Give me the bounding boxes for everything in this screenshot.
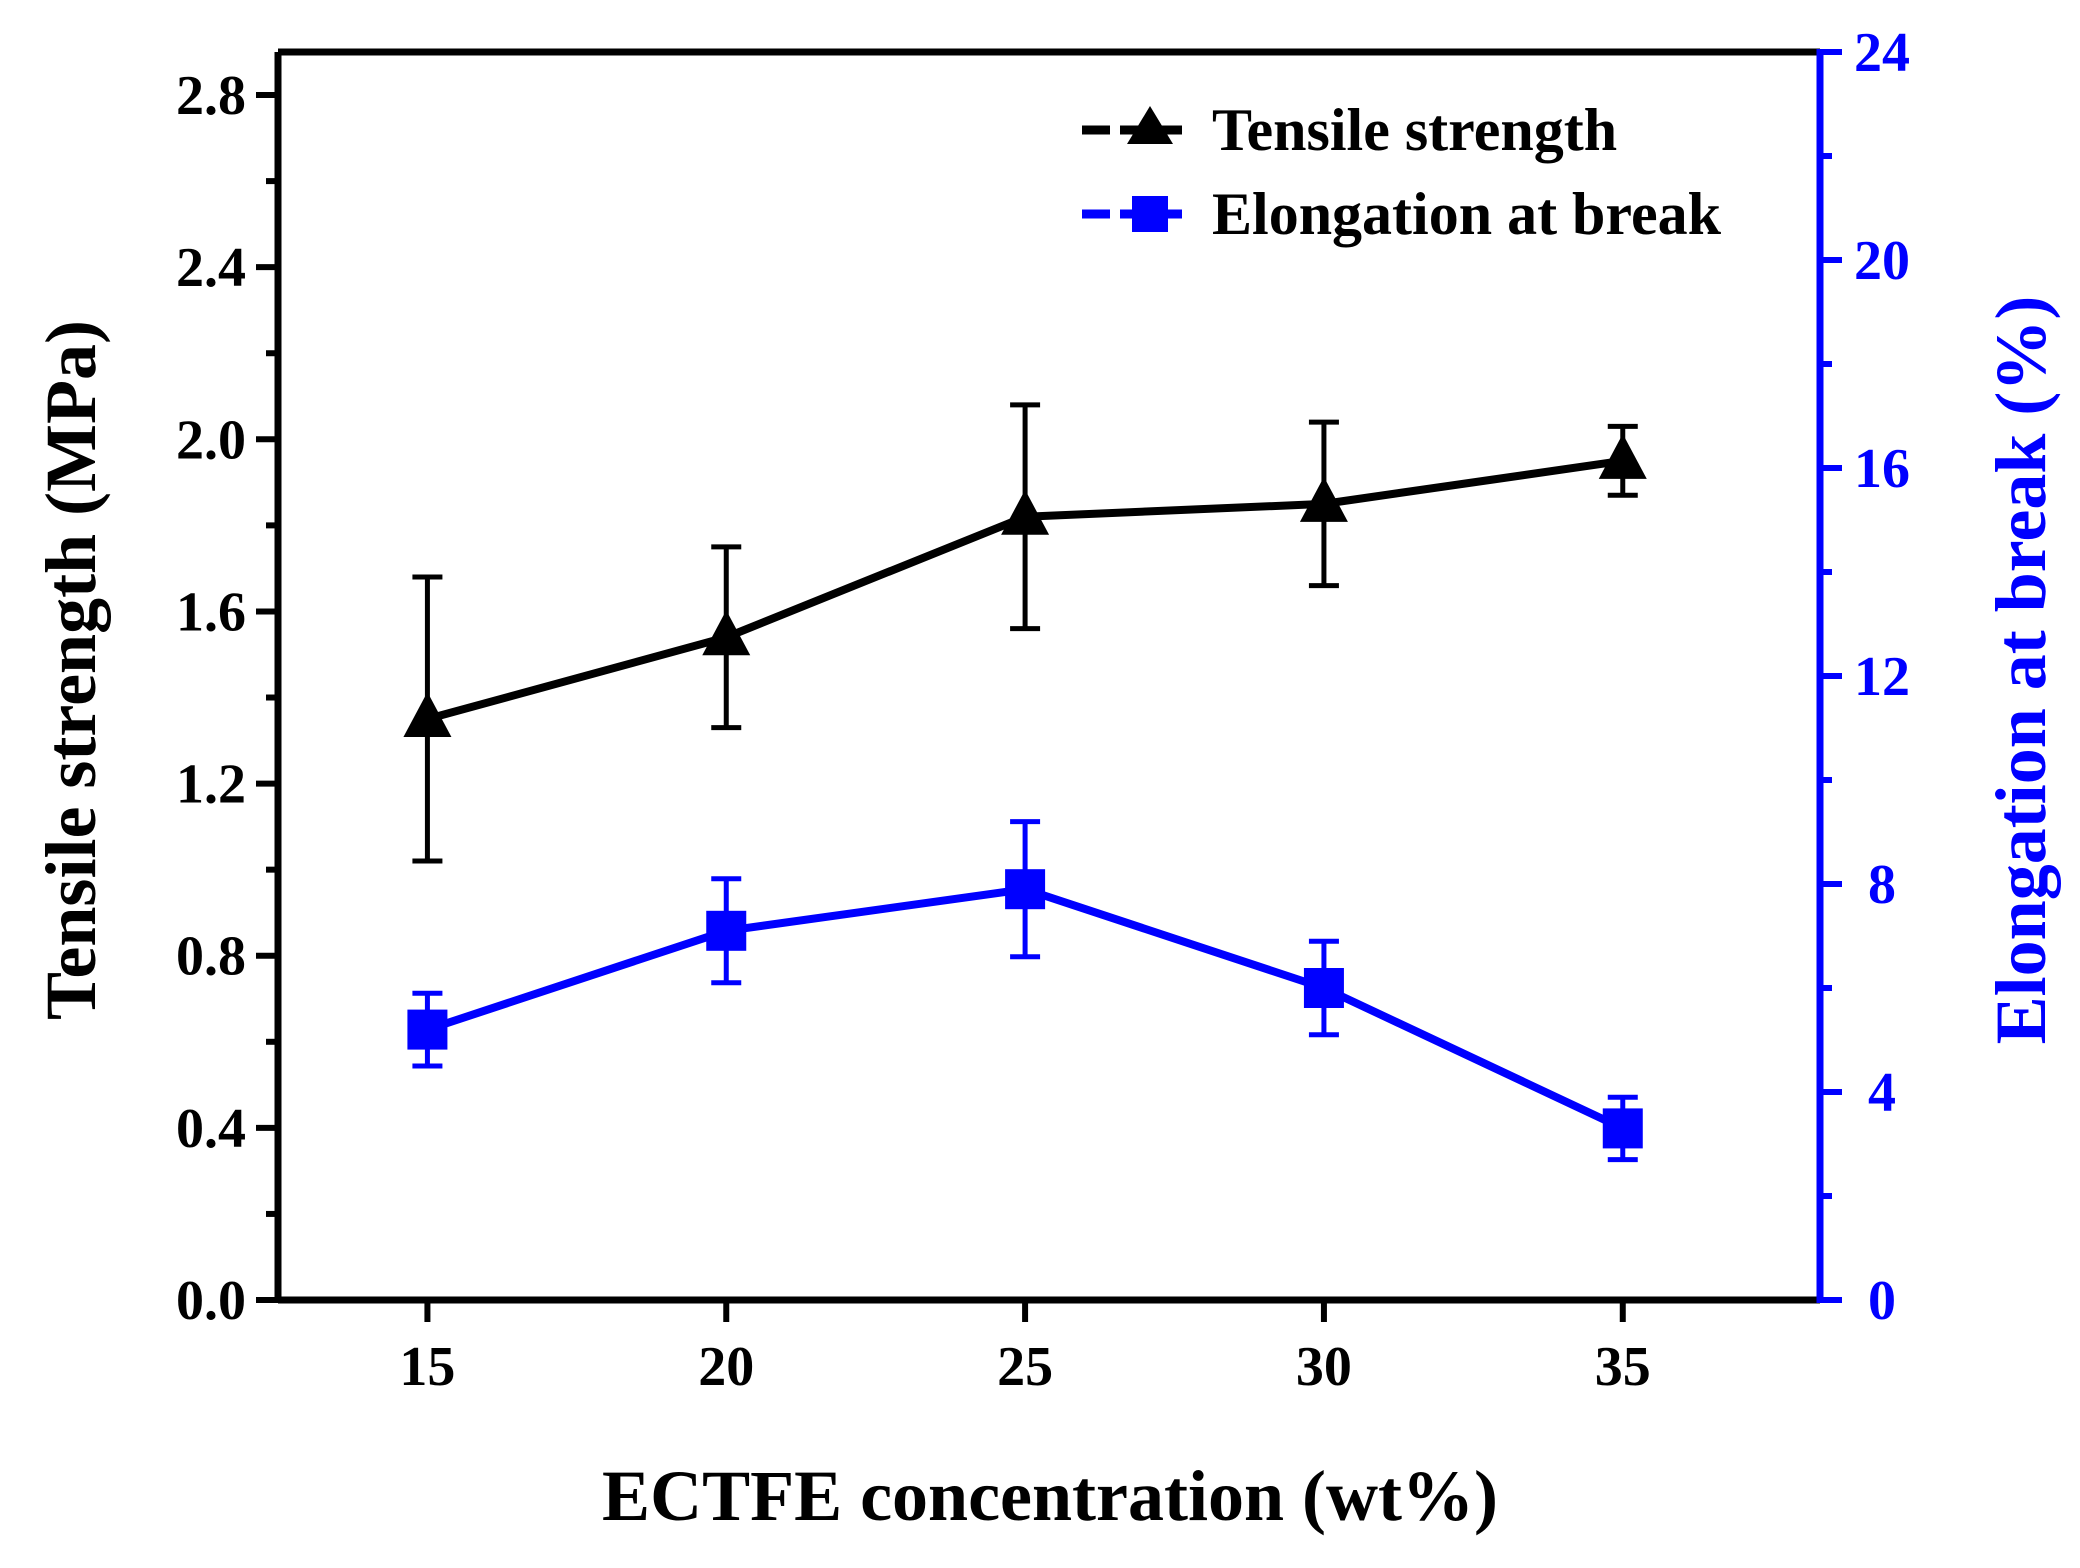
series-elongation bbox=[407, 819, 1643, 1163]
right-tick-label: 24 bbox=[1854, 22, 1910, 84]
series-tensile bbox=[403, 402, 1647, 864]
data-point-elongation bbox=[1303, 968, 1344, 1008]
right-tick-label: 4 bbox=[1868, 1062, 1896, 1124]
data-point-elongation bbox=[407, 1009, 448, 1050]
legend-square-icon bbox=[1132, 196, 1168, 232]
legend: Tensile strength Elongation at break bbox=[1082, 97, 1722, 247]
x-axis-title: ECTFE concentration (wt%) bbox=[602, 1456, 1498, 1536]
right-tick-label: 12 bbox=[1854, 646, 1910, 708]
data-point-tensile bbox=[1598, 433, 1647, 479]
data-point-tensile bbox=[1001, 489, 1050, 535]
right-tick-label: 16 bbox=[1854, 438, 1910, 500]
left-axis-title: Tensile strength (MPa) bbox=[31, 320, 111, 1020]
data-point-tensile bbox=[702, 610, 751, 656]
legend-triangle-icon bbox=[1127, 106, 1173, 144]
right-tick-label: 0 bbox=[1868, 1270, 1896, 1332]
left-tick-label: 1.2 bbox=[176, 754, 246, 816]
data-point-tensile bbox=[403, 692, 452, 738]
x-tick-label: 20 bbox=[698, 1336, 754, 1398]
data-point-elongation bbox=[706, 910, 747, 951]
legend-label-elongation: Elongation at break bbox=[1212, 181, 1722, 247]
x-tick-label: 25 bbox=[997, 1336, 1053, 1398]
left-tick-label: 0.0 bbox=[176, 1270, 246, 1332]
right-tick-label: 8 bbox=[1868, 854, 1896, 916]
x-tick-label: 15 bbox=[399, 1336, 455, 1398]
plot-layer: 0.0 0.4 0.8 1.2 1.6 2.0 2.4 2.8 0 4 8 12 16 20 24 15 20 2… bbox=[176, 22, 1910, 1398]
data-point-elongation bbox=[1005, 869, 1046, 910]
left-tick-label: 2.0 bbox=[176, 409, 246, 471]
left-tick-label: 0.4 bbox=[176, 1098, 246, 1160]
x-tick-label: 30 bbox=[1296, 1336, 1352, 1398]
legend-label-tensile: Tensile strength bbox=[1212, 97, 1617, 163]
left-tick-label: 0.8 bbox=[176, 926, 246, 988]
data-point-elongation bbox=[1602, 1108, 1643, 1149]
x-tick-label: 35 bbox=[1595, 1336, 1651, 1398]
data-point-tensile bbox=[1299, 476, 1348, 522]
right-tick-label: 20 bbox=[1854, 230, 1910, 292]
left-tick-label: 2.4 bbox=[176, 237, 246, 299]
left-tick-label: 1.6 bbox=[176, 581, 246, 643]
right-axis-title: Elongation at break (%) bbox=[1981, 296, 2061, 1045]
left-tick-label: 2.8 bbox=[176, 65, 246, 127]
